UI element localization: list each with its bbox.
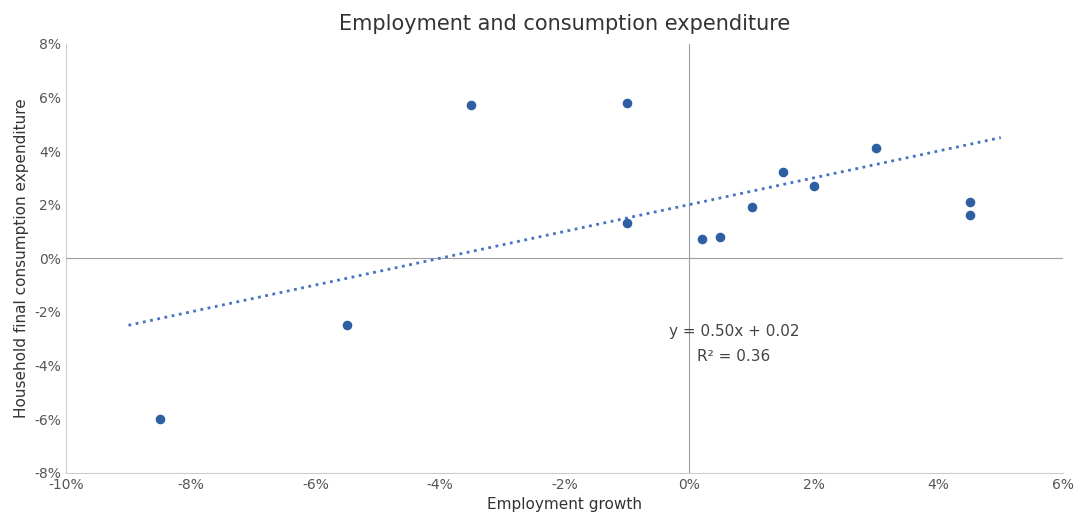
Point [693, 235, 710, 244]
Point [961, 211, 978, 219]
Point [618, 98, 635, 107]
Point [774, 168, 791, 177]
Point [462, 101, 480, 109]
Y-axis label: Household final consumption expenditure: Household final consumption expenditure [14, 98, 29, 418]
Point [338, 321, 356, 329]
Text: y = 0.50x + 0.02
R² = 0.36: y = 0.50x + 0.02 R² = 0.36 [669, 324, 800, 364]
Point [743, 203, 761, 211]
Point [961, 198, 978, 206]
Point [151, 415, 169, 423]
Point [618, 219, 635, 228]
Point [867, 144, 885, 153]
X-axis label: Employment growth: Employment growth [487, 497, 642, 512]
Point [805, 181, 823, 190]
Title: Employment and consumption expenditure: Employment and consumption expenditure [339, 14, 790, 34]
Point [712, 232, 729, 241]
